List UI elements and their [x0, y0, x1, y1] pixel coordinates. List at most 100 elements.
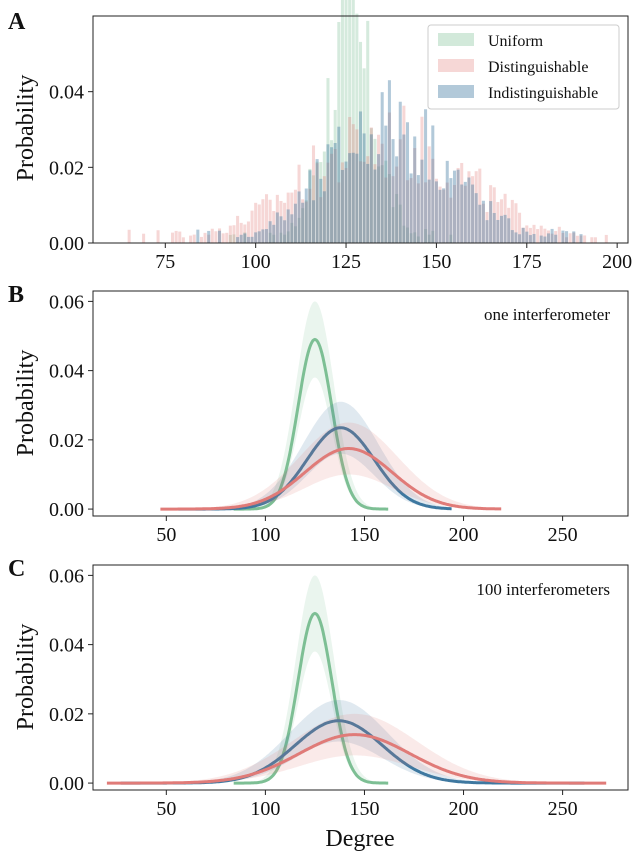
histogram-bar: [384, 177, 388, 243]
x-tick-label: 200: [602, 251, 632, 273]
histogram-bar: [272, 211, 276, 243]
histogram-bar: [333, 149, 337, 243]
panel-c-annotation: 100 interferometers: [476, 580, 610, 599]
histogram-bar: [322, 191, 326, 243]
histogram-bar: [528, 235, 532, 243]
histogram-bar: [438, 186, 442, 243]
histogram-bar: [330, 147, 334, 243]
histogram-bar: [362, 133, 366, 243]
histogram-bar: [568, 233, 572, 243]
histogram-bar: [402, 105, 406, 244]
histogram-bar: [445, 160, 449, 243]
histogram-bar: [391, 139, 395, 243]
histogram-bar: [518, 234, 522, 243]
histogram-bar: [507, 218, 511, 243]
histogram-bar: [297, 191, 301, 243]
histogram-bar: [499, 215, 503, 243]
confidence-band: [106, 713, 607, 784]
x-tick-label: 100: [241, 251, 271, 273]
histogram-bar: [514, 203, 518, 243]
histogram-bar: [348, 117, 352, 243]
histogram-bar: [590, 237, 594, 243]
y-tick-label: 0.00: [49, 773, 84, 795]
histogram-bar: [286, 209, 290, 243]
histogram-bar: [427, 146, 431, 243]
histogram-bar: [225, 232, 229, 243]
panel-c-frame: [92, 564, 629, 791]
histogram-bar: [236, 237, 240, 243]
histogram-bar: [463, 185, 467, 243]
histogram-bar: [543, 228, 547, 243]
histogram-bar: [358, 41, 363, 244]
series-line: [233, 611, 389, 785]
histogram-bar: [369, 128, 373, 243]
histogram-bar: [290, 222, 294, 243]
histogram-bar: [246, 236, 250, 243]
histogram-bar: [583, 235, 587, 243]
histogram-bar: [373, 138, 377, 243]
histogram-bar: [196, 229, 200, 243]
y-tick-label: 0.00: [49, 499, 84, 521]
panel-c-curves: [106, 575, 607, 785]
histogram-bar: [525, 225, 529, 243]
series-line: [160, 447, 502, 511]
histogram-bar: [344, 161, 348, 243]
histogram-bar: [228, 225, 232, 243]
histogram-bar: [228, 234, 232, 243]
histogram-bar: [420, 116, 424, 243]
x-tick-label: 50: [156, 798, 176, 820]
histogram-bar: [452, 184, 457, 243]
histogram-bar: [377, 134, 381, 243]
panel-c-xlabel: Degree: [325, 826, 394, 852]
histogram-bar: [178, 231, 182, 243]
histogram-bar: [279, 216, 283, 243]
histogram-bars: [127, 0, 608, 244]
histogram-bar: [275, 212, 279, 243]
y-tick-label: 0.04: [49, 635, 84, 657]
histogram-bar: [308, 168, 312, 243]
histogram-bar: [293, 189, 297, 243]
histogram-bar: [572, 232, 576, 243]
histogram-bar: [330, 140, 334, 243]
histogram-bar: [340, 169, 344, 243]
histogram-bar: [377, 166, 381, 243]
histogram-bar: [503, 193, 507, 243]
histogram-bar: [402, 225, 406, 243]
histogram-bar: [467, 171, 471, 243]
histogram-bar: [326, 162, 330, 243]
histogram-bar: [539, 235, 543, 243]
histogram-bar: [279, 232, 283, 243]
x-tick-label: 150: [349, 798, 379, 820]
histogram-bar: [474, 193, 478, 243]
histogram-bar: [460, 162, 464, 243]
histogram-bar: [554, 231, 558, 243]
histogram-bar: [485, 220, 489, 243]
histogram-bar: [604, 234, 608, 243]
histogram-bar: [492, 187, 496, 243]
histogram-bar: [510, 230, 514, 243]
histogram-bar: [449, 197, 453, 243]
histogram-bar: [373, 169, 377, 243]
histogram-bar: [438, 189, 442, 243]
histogram-bar: [174, 230, 178, 243]
histogram-bar: [322, 176, 326, 243]
histogram-bar: [319, 162, 323, 243]
histogram-bar: [424, 229, 428, 243]
histogram-bar: [156, 230, 160, 243]
histogram-bar: [268, 221, 272, 243]
panel-c-axes: 50 100 150 200 250 0.00 0.02 0.04 0.06: [49, 565, 578, 820]
histogram-bar: [355, 129, 359, 243]
histogram-bar: [471, 176, 475, 243]
histogram-bar: [243, 233, 247, 243]
histogram-bar: [355, 13, 359, 244]
y-tick-label: 0.04: [49, 82, 84, 104]
y-tick-label: 0.02: [49, 157, 84, 179]
histogram-bar: [528, 227, 532, 243]
histogram-bar: [532, 233, 536, 243]
histogram-bar: [373, 164, 377, 243]
histogram-bar: [405, 122, 410, 243]
histogram-bar: [431, 125, 435, 243]
histogram-bar: [507, 207, 511, 243]
histogram-bar: [427, 179, 431, 243]
histogram-bar: [362, 161, 366, 243]
